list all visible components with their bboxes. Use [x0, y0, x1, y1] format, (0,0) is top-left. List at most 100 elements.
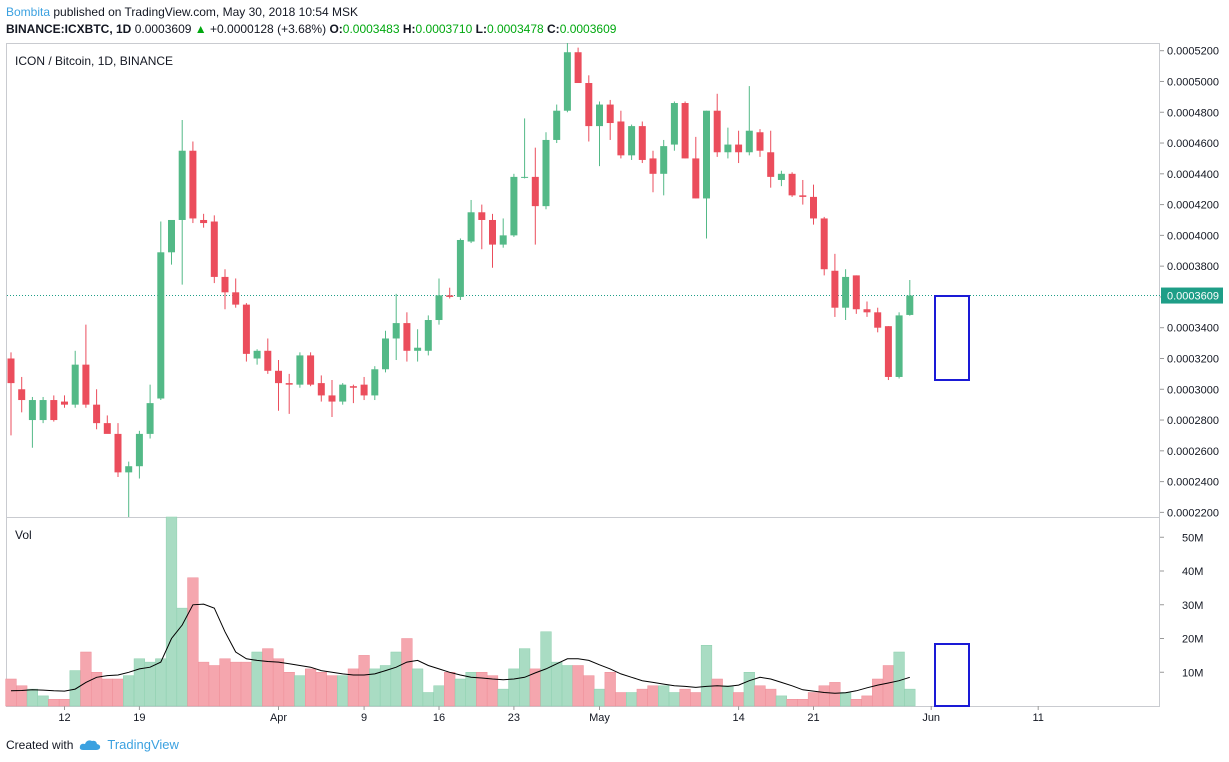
candle-body[interactable]	[596, 104, 603, 127]
candle-body[interactable]	[563, 52, 571, 111]
candle-body[interactable]	[125, 466, 133, 473]
candle-body[interactable]	[810, 196, 817, 219]
candle-body[interactable]	[884, 326, 892, 377]
candle-body[interactable]	[28, 400, 36, 421]
candle-body[interactable]	[414, 347, 422, 351]
candle-body[interactable]	[585, 83, 593, 127]
candle-body[interactable]	[446, 295, 454, 297]
volume-bar	[497, 688, 509, 707]
close-value: 0.0003609	[559, 22, 617, 36]
candle-body[interactable]	[242, 304, 250, 354]
candle-body[interactable]	[18, 389, 26, 401]
candle-body[interactable]	[382, 338, 389, 370]
candle-body[interactable]	[670, 103, 678, 145]
candle-body[interactable]	[574, 52, 582, 84]
candle-body[interactable]	[542, 139, 550, 207]
candle-body[interactable]	[713, 110, 721, 153]
volume-bar	[454, 678, 466, 707]
candle-body[interactable]	[820, 218, 828, 270]
candle-body[interactable]	[467, 212, 475, 242]
volume-bar	[733, 692, 745, 707]
candle-body[interactable]	[745, 130, 753, 153]
candle-body[interactable]	[478, 212, 486, 220]
candle-body[interactable]	[157, 252, 165, 399]
candle-body[interactable]	[649, 158, 657, 174]
candle-body[interactable]	[221, 276, 229, 293]
candle-body[interactable]	[895, 315, 903, 377]
candle-body[interactable]	[863, 309, 871, 313]
candle-body[interactable]	[360, 384, 368, 396]
candle-body[interactable]	[328, 395, 336, 402]
candle-body[interactable]	[489, 219, 496, 245]
candle-body[interactable]	[114, 433, 122, 473]
candle-body[interactable]	[392, 323, 400, 339]
candle-body[interactable]	[285, 383, 293, 385]
candle-body[interactable]	[638, 126, 646, 160]
candle-body[interactable]	[531, 176, 539, 207]
candle-body[interactable]	[371, 369, 379, 396]
candle-body[interactable]	[703, 110, 710, 199]
candle-body[interactable]	[788, 173, 796, 196]
candle-body[interactable]	[606, 104, 614, 124]
candle-body[interactable]	[135, 433, 143, 467]
candle-body[interactable]	[735, 144, 743, 153]
candle-body[interactable]	[724, 144, 732, 153]
chart-canvas[interactable]: ICON / Bitcoin, 1D, BINANCE Vol 0.000220…	[0, 38, 1229, 728]
candle-body[interactable]	[71, 364, 79, 405]
candle-body[interactable]	[767, 152, 775, 177]
price-axis-label: 0.0002800	[1167, 415, 1219, 427]
candle-body[interactable]	[403, 323, 411, 351]
candle-body[interactable]	[210, 221, 218, 277]
volume-bar	[775, 695, 787, 707]
volume-bar	[904, 688, 916, 707]
candle-body[interactable]	[831, 270, 839, 308]
volume-axis-label: 20M	[1182, 634, 1203, 646]
candle-body[interactable]	[232, 292, 240, 305]
volume-bar	[690, 692, 702, 707]
candle-body[interactable]	[435, 295, 443, 321]
candle-body[interactable]	[553, 110, 561, 140]
candle-body[interactable]	[510, 176, 518, 236]
candle-body[interactable]	[521, 176, 529, 178]
candle-body[interactable]	[146, 403, 154, 434]
candle-body[interactable]	[756, 132, 764, 151]
candle-body[interactable]	[39, 400, 47, 421]
candle-body[interactable]	[296, 355, 304, 385]
candle-body[interactable]	[681, 103, 689, 159]
candle-body[interactable]	[499, 235, 507, 245]
candle-body[interactable]	[82, 364, 90, 405]
candle-body[interactable]	[852, 275, 860, 310]
volume-bar	[743, 672, 755, 707]
candle-body[interactable]	[349, 386, 357, 388]
candle-body[interactable]	[168, 219, 175, 253]
candle-body[interactable]	[906, 295, 914, 315]
candle-body[interactable]	[617, 121, 625, 156]
candle-body[interactable]	[93, 404, 101, 424]
candle-body[interactable]	[275, 370, 282, 384]
candle-body[interactable]	[799, 195, 807, 197]
candle-body[interactable]	[874, 312, 882, 328]
tradingview-link[interactable]: TradingView	[107, 737, 179, 752]
candle-body[interactable]	[692, 158, 700, 199]
candle-body[interactable]	[264, 350, 272, 371]
candle-body[interactable]	[424, 320, 432, 351]
candle-body[interactable]	[317, 383, 325, 396]
candle-body[interactable]	[339, 384, 347, 402]
candle-body[interactable]	[628, 126, 636, 156]
candle-body[interactable]	[7, 358, 15, 384]
candle-body[interactable]	[456, 239, 464, 297]
volume-bar	[604, 672, 616, 707]
candle-body[interactable]	[178, 150, 186, 220]
volume-bar	[165, 516, 178, 707]
candle-body[interactable]	[61, 401, 68, 405]
author-link[interactable]: Bombita	[6, 5, 51, 19]
candle-body[interactable]	[777, 173, 785, 180]
candle-body[interactable]	[50, 400, 58, 421]
candle-body[interactable]	[660, 146, 668, 174]
candle-body[interactable]	[253, 350, 261, 359]
candle-body[interactable]	[307, 355, 315, 385]
candle-body[interactable]	[189, 150, 197, 219]
candle-body[interactable]	[842, 276, 850, 308]
candle-body[interactable]	[103, 423, 111, 434]
candle-body[interactable]	[200, 219, 208, 224]
